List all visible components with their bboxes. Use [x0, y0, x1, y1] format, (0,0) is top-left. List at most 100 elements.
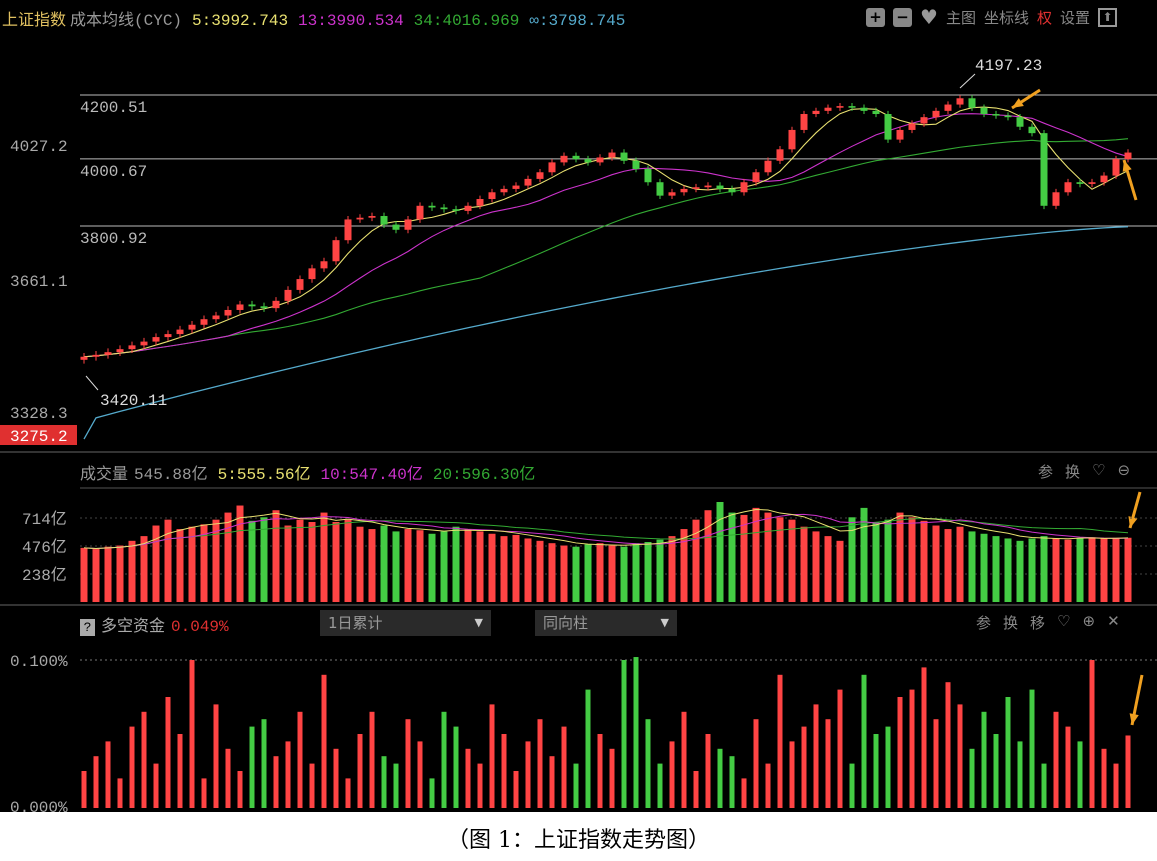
- candle-body: [284, 289, 292, 301]
- fund-bar: [441, 711, 447, 808]
- move-button[interactable]: 移: [1030, 614, 1046, 632]
- volume-bar: [332, 522, 340, 602]
- price-level-label: 4200.51: [80, 99, 147, 117]
- volume-bar: [80, 547, 88, 602]
- candle-body: [644, 168, 652, 183]
- volume-bar: [932, 525, 940, 602]
- fund-bar: [1125, 735, 1131, 808]
- volume-bar: [464, 529, 472, 602]
- candle-body: [356, 217, 364, 220]
- volume-bar: [848, 517, 856, 602]
- zoom-out-icon[interactable]: ⊖: [1117, 461, 1131, 479]
- ma34-line: [83, 138, 1129, 358]
- volume-bar: [140, 536, 148, 602]
- volume-ma5: 5:555.56亿: [217, 466, 311, 484]
- volume-bar: [380, 525, 388, 602]
- fund-bar: [969, 748, 975, 808]
- zoom-in-icon[interactable]: ⊕: [1082, 612, 1096, 630]
- rights-button[interactable]: 权: [1036, 8, 1052, 27]
- indicator-name[interactable]: 成本均线(CYC): [70, 12, 183, 30]
- volume-bar: [968, 531, 976, 602]
- bar-mode-select-value: 同向柱: [543, 614, 589, 632]
- arrow-annotation-head: [1012, 98, 1024, 108]
- fund-axis-label: 0.100%: [10, 653, 68, 671]
- volume-bar: [704, 510, 712, 602]
- params-button[interactable]: 参: [976, 614, 992, 632]
- fund-bar: [117, 778, 123, 808]
- heart-icon[interactable]: ♥: [920, 5, 938, 29]
- candle-body: [668, 192, 676, 196]
- volume-ma5-line: [83, 509, 1129, 549]
- volume-bar: [1040, 536, 1048, 602]
- volume-bar: [428, 533, 436, 602]
- volume-bar: [128, 540, 136, 602]
- fund-bar: [93, 756, 99, 808]
- close-icon[interactable]: ✕: [1107, 612, 1120, 630]
- fund-bar: [141, 711, 147, 808]
- fund-bar: [273, 756, 279, 808]
- candle-body: [524, 178, 532, 186]
- candle-body: [368, 216, 376, 218]
- candle-body: [104, 352, 112, 355]
- main-chart-button[interactable]: 主图: [945, 8, 976, 27]
- volume-bar: [512, 534, 520, 602]
- low-annotation: 3420.11: [100, 392, 167, 410]
- candle-body: [1076, 182, 1084, 184]
- fund-bar: [621, 660, 627, 808]
- heart-icon[interactable]: ♡: [1092, 461, 1106, 479]
- volume-bar: [644, 542, 652, 602]
- fund-bar: [321, 674, 327, 808]
- switch-button[interactable]: 换: [1003, 614, 1019, 632]
- volume-bar: [1028, 538, 1036, 602]
- arrow-up-icon[interactable]: ⬆: [1098, 7, 1117, 27]
- chart-svg[interactable]: 4200.51 4000.67 3800.92 4027.2 3661.1 3328.3 3…: [0, 0, 1157, 817]
- arrow-annotation-head: [1129, 713, 1139, 725]
- axis-line-button[interactable]: 坐标线: [983, 8, 1029, 27]
- candle-body: [908, 123, 916, 130]
- volume-bar: [680, 529, 688, 602]
- plus-icon[interactable]: +: [866, 7, 885, 27]
- fund-bar: [261, 719, 267, 808]
- fund-bar: [693, 771, 699, 808]
- volume-bar: [452, 526, 460, 602]
- params-button[interactable]: 参: [1038, 463, 1054, 481]
- bar-mode-select[interactable]: 同向柱 ▼: [535, 610, 677, 636]
- candle-body: [380, 216, 388, 225]
- fund-bar: [717, 748, 723, 808]
- volume-bar: [404, 529, 412, 602]
- heart-icon[interactable]: ♡: [1057, 612, 1071, 630]
- fund-bar: [549, 756, 555, 808]
- volume-ma10-line: [83, 513, 1129, 549]
- ma5-line: [83, 106, 1129, 358]
- price-axis-label: 3328.3: [10, 405, 68, 423]
- candle-body: [272, 300, 280, 309]
- price-axis-label: 4027.2: [10, 138, 68, 156]
- fund-bar: [525, 741, 531, 808]
- switch-button[interactable]: 换: [1065, 463, 1081, 481]
- fund-bar: [369, 711, 375, 808]
- main-header: 上证指数 成本均线(CYC) 5:3992.743 13:3990.534 34:401…: [2, 6, 635, 30]
- settings-button[interactable]: 设置: [1059, 8, 1090, 27]
- fund-bar: [381, 756, 387, 808]
- candle-body: [296, 279, 304, 290]
- ma13-value: 13:3990.534: [298, 12, 404, 30]
- candle-body: [824, 107, 832, 111]
- arrow-annotation-head: [1122, 160, 1132, 172]
- fund-bar: [465, 748, 471, 808]
- fund-bar: [393, 763, 399, 808]
- fund-bar: [345, 778, 351, 808]
- volume-bar: [560, 545, 568, 602]
- fund-bar: [105, 741, 111, 808]
- volume-bar: [572, 546, 580, 602]
- volume-toolbar: 参 换 ♡ ⊖: [1038, 461, 1130, 482]
- minus-icon[interactable]: −: [893, 7, 912, 27]
- volume-bar: [1064, 539, 1072, 602]
- volume-bar: [188, 526, 196, 602]
- candle-body: [80, 356, 88, 360]
- volume-bar: [788, 519, 796, 602]
- accumulate-select[interactable]: 1日累计 ▼: [320, 610, 491, 636]
- candle-body: [152, 337, 160, 342]
- help-icon[interactable]: ?: [80, 619, 95, 636]
- fund-bar: [1077, 741, 1083, 808]
- fund-bar: [333, 748, 339, 808]
